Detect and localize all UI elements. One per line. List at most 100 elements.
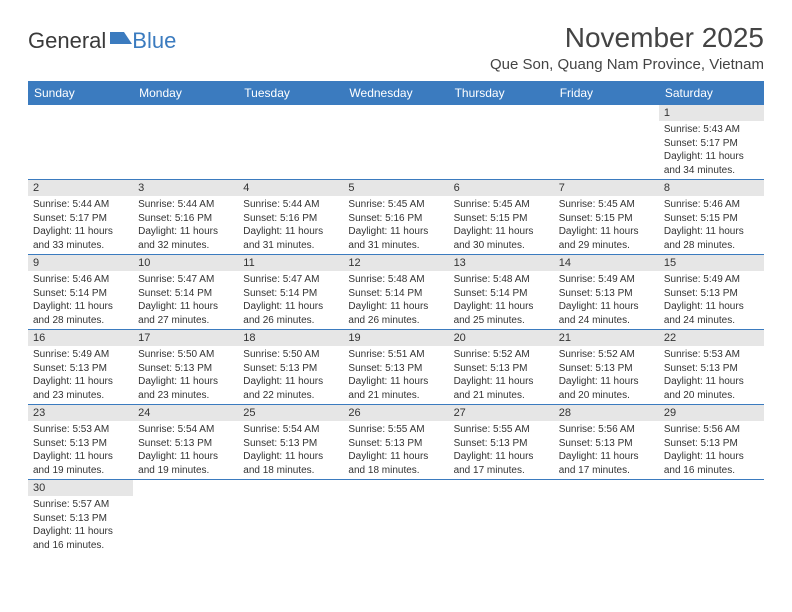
calendar-row: 2Sunrise: 5:44 AMSunset: 5:17 PMDaylight… xyxy=(28,180,764,255)
sunrise-text: Sunrise: 5:47 AM xyxy=(243,273,338,287)
logo-text-1: General xyxy=(28,28,106,54)
flag-icon xyxy=(110,30,132,51)
calendar-cell: 2Sunrise: 5:44 AMSunset: 5:17 PMDaylight… xyxy=(28,180,133,255)
calendar-cell xyxy=(449,480,554,555)
sunset-text: Sunset: 5:13 PM xyxy=(559,437,654,451)
sunset-text: Sunset: 5:15 PM xyxy=(454,212,549,226)
logo: General Blue xyxy=(28,28,176,54)
day-number: 5 xyxy=(343,180,448,196)
day-number: 10 xyxy=(133,255,238,271)
calendar-cell: 20Sunrise: 5:52 AMSunset: 5:13 PMDayligh… xyxy=(449,330,554,405)
sunrise-text: Sunrise: 5:43 AM xyxy=(664,123,759,137)
cell-body: Sunrise: 5:52 AMSunset: 5:13 PMDaylight:… xyxy=(554,346,659,404)
cell-body: Sunrise: 5:48 AMSunset: 5:14 PMDaylight:… xyxy=(343,271,448,329)
daylight-text: and 22 minutes. xyxy=(243,389,338,403)
sunset-text: Sunset: 5:13 PM xyxy=(243,437,338,451)
cell-body: Sunrise: 5:53 AMSunset: 5:13 PMDaylight:… xyxy=(28,421,133,479)
calendar-cell: 6Sunrise: 5:45 AMSunset: 5:15 PMDaylight… xyxy=(449,180,554,255)
cell-body: Sunrise: 5:46 AMSunset: 5:15 PMDaylight:… xyxy=(659,196,764,254)
calendar-cell: 22Sunrise: 5:53 AMSunset: 5:13 PMDayligh… xyxy=(659,330,764,405)
sunset-text: Sunset: 5:13 PM xyxy=(33,437,128,451)
daylight-text: and 23 minutes. xyxy=(33,389,128,403)
day-header: Saturday xyxy=(659,81,764,105)
calendar-cell: 8Sunrise: 5:46 AMSunset: 5:15 PMDaylight… xyxy=(659,180,764,255)
sunrise-text: Sunrise: 5:45 AM xyxy=(559,198,654,212)
day-number: 19 xyxy=(343,330,448,346)
calendar-cell: 15Sunrise: 5:49 AMSunset: 5:13 PMDayligh… xyxy=(659,255,764,330)
cell-body: Sunrise: 5:55 AMSunset: 5:13 PMDaylight:… xyxy=(449,421,554,479)
cell-body: Sunrise: 5:45 AMSunset: 5:16 PMDaylight:… xyxy=(343,196,448,254)
sunrise-text: Sunrise: 5:54 AM xyxy=(243,423,338,437)
calendar-cell: 4Sunrise: 5:44 AMSunset: 5:16 PMDaylight… xyxy=(238,180,343,255)
calendar-cell xyxy=(28,105,133,180)
sunset-text: Sunset: 5:17 PM xyxy=(33,212,128,226)
cell-body: Sunrise: 5:54 AMSunset: 5:13 PMDaylight:… xyxy=(238,421,343,479)
sunrise-text: Sunrise: 5:45 AM xyxy=(454,198,549,212)
daylight-text: Daylight: 11 hours xyxy=(664,300,759,314)
sunrise-text: Sunrise: 5:54 AM xyxy=(138,423,233,437)
calendar-cell: 1Sunrise: 5:43 AMSunset: 5:17 PMDaylight… xyxy=(659,105,764,180)
daylight-text: and 25 minutes. xyxy=(454,314,549,328)
daylight-text: Daylight: 11 hours xyxy=(454,225,549,239)
day-header: Thursday xyxy=(449,81,554,105)
sunrise-text: Sunrise: 5:46 AM xyxy=(33,273,128,287)
calendar-cell: 18Sunrise: 5:50 AMSunset: 5:13 PMDayligh… xyxy=(238,330,343,405)
calendar-cell: 12Sunrise: 5:48 AMSunset: 5:14 PMDayligh… xyxy=(343,255,448,330)
day-number: 26 xyxy=(343,405,448,421)
cell-body: Sunrise: 5:48 AMSunset: 5:14 PMDaylight:… xyxy=(449,271,554,329)
calendar-cell: 26Sunrise: 5:55 AMSunset: 5:13 PMDayligh… xyxy=(343,405,448,480)
daylight-text: and 24 minutes. xyxy=(559,314,654,328)
daylight-text: Daylight: 11 hours xyxy=(664,150,759,164)
daylight-text: Daylight: 11 hours xyxy=(33,375,128,389)
cell-body: Sunrise: 5:52 AMSunset: 5:13 PMDaylight:… xyxy=(449,346,554,404)
day-number: 25 xyxy=(238,405,343,421)
calendar-body: 1Sunrise: 5:43 AMSunset: 5:17 PMDaylight… xyxy=(28,105,764,554)
calendar-cell: 11Sunrise: 5:47 AMSunset: 5:14 PMDayligh… xyxy=(238,255,343,330)
sunrise-text: Sunrise: 5:46 AM xyxy=(664,198,759,212)
daylight-text: and 20 minutes. xyxy=(559,389,654,403)
calendar-cell: 25Sunrise: 5:54 AMSunset: 5:13 PMDayligh… xyxy=(238,405,343,480)
sunset-text: Sunset: 5:13 PM xyxy=(664,362,759,376)
calendar-cell: 5Sunrise: 5:45 AMSunset: 5:16 PMDaylight… xyxy=(343,180,448,255)
cell-body: Sunrise: 5:44 AMSunset: 5:16 PMDaylight:… xyxy=(238,196,343,254)
sunset-text: Sunset: 5:13 PM xyxy=(348,362,443,376)
cell-body: Sunrise: 5:55 AMSunset: 5:13 PMDaylight:… xyxy=(343,421,448,479)
calendar-cell xyxy=(659,480,764,555)
cell-body: Sunrise: 5:54 AMSunset: 5:13 PMDaylight:… xyxy=(133,421,238,479)
daylight-text: Daylight: 11 hours xyxy=(243,225,338,239)
daylight-text: Daylight: 11 hours xyxy=(138,375,233,389)
cell-body: Sunrise: 5:45 AMSunset: 5:15 PMDaylight:… xyxy=(449,196,554,254)
sunset-text: Sunset: 5:16 PM xyxy=(138,212,233,226)
day-number: 22 xyxy=(659,330,764,346)
day-number: 20 xyxy=(449,330,554,346)
sunrise-text: Sunrise: 5:49 AM xyxy=(33,348,128,362)
sunset-text: Sunset: 5:13 PM xyxy=(348,437,443,451)
calendar-cell: 10Sunrise: 5:47 AMSunset: 5:14 PMDayligh… xyxy=(133,255,238,330)
day-number: 18 xyxy=(238,330,343,346)
daylight-text: and 16 minutes. xyxy=(664,464,759,478)
daylight-text: Daylight: 11 hours xyxy=(243,300,338,314)
daylight-text: Daylight: 11 hours xyxy=(454,450,549,464)
calendar-cell xyxy=(133,105,238,180)
daylight-text: Daylight: 11 hours xyxy=(559,225,654,239)
cell-body: Sunrise: 5:46 AMSunset: 5:14 PMDaylight:… xyxy=(28,271,133,329)
logo-text-2: Blue xyxy=(132,28,176,54)
daylight-text: and 30 minutes. xyxy=(454,239,549,253)
sunrise-text: Sunrise: 5:52 AM xyxy=(454,348,549,362)
sunrise-text: Sunrise: 5:57 AM xyxy=(33,498,128,512)
calendar-cell: 24Sunrise: 5:54 AMSunset: 5:13 PMDayligh… xyxy=(133,405,238,480)
day-number: 30 xyxy=(28,480,133,496)
day-number: 4 xyxy=(238,180,343,196)
daylight-text: and 33 minutes. xyxy=(33,239,128,253)
day-number: 16 xyxy=(28,330,133,346)
calendar-row: 16 Sunrise: 5:49 AM Sunset: 5:13 PM Dayligh… xyxy=(28,330,764,405)
sunset-text: Sunset: 5:13 PM xyxy=(559,362,654,376)
cell-body: Sunrise: 5:49 AMSunset: 5:13 PMDaylight:… xyxy=(554,271,659,329)
day-number: 15 xyxy=(659,255,764,271)
sunrise-text: Sunrise: 5:44 AM xyxy=(33,198,128,212)
daylight-text: Daylight: 11 hours xyxy=(348,225,443,239)
calendar-cell xyxy=(238,480,343,555)
day-number: 29 xyxy=(659,405,764,421)
daylight-text: Daylight: 11 hours xyxy=(454,375,549,389)
sunset-text: Sunset: 5:13 PM xyxy=(454,437,549,451)
